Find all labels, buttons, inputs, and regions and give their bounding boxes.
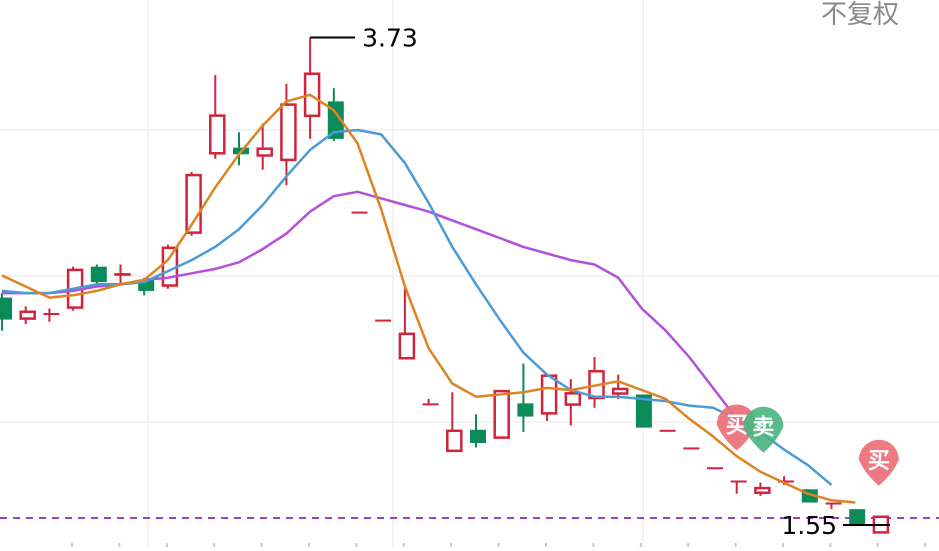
adjust-mode-label[interactable]: 不复权 (821, 0, 899, 31)
candle (210, 75, 224, 159)
buy-marker-icon: 买 (859, 440, 899, 486)
moving-averages (2, 95, 855, 503)
candle-body (707, 467, 723, 469)
signal-badge-label: 卖 (752, 415, 774, 441)
candle-body (375, 320, 391, 322)
candle (566, 379, 580, 425)
candle (755, 483, 769, 496)
candle-body (517, 403, 533, 416)
candle (731, 480, 747, 493)
candle (116, 264, 130, 284)
candle-body (187, 175, 201, 233)
candle-body (613, 389, 627, 394)
candle (400, 289, 414, 360)
candle-body (566, 393, 580, 404)
candle (542, 375, 556, 421)
candle-body (495, 391, 509, 437)
candle (849, 509, 865, 524)
candle-body (0, 298, 12, 320)
candle (21, 306, 35, 324)
min-marker-label: 1.55 (781, 511, 837, 540)
candle (683, 447, 699, 449)
candle-body (21, 312, 35, 319)
candle (91, 264, 107, 284)
candle-body (447, 431, 461, 451)
candle-body (826, 503, 842, 505)
candle (707, 467, 723, 469)
candle (187, 172, 201, 236)
candle-body (91, 267, 107, 282)
candle-body (470, 430, 486, 443)
candle (0, 293, 12, 330)
candle-body (258, 149, 272, 156)
candle-body (423, 403, 439, 405)
candle-body (755, 488, 769, 493)
signal-badge-label: 买 (868, 449, 890, 474)
candle (423, 399, 439, 406)
candle-body (849, 509, 865, 524)
candle-body (281, 105, 295, 160)
candle (43, 309, 59, 322)
candle (375, 320, 391, 322)
candle-body (43, 313, 59, 315)
candle (590, 357, 604, 408)
candle (660, 430, 676, 432)
candle-body (210, 116, 224, 154)
candle-body (542, 376, 556, 414)
candle (352, 212, 368, 214)
max-marker-label: 3.73 (362, 23, 418, 52)
candle-body (352, 212, 368, 214)
candle (495, 390, 509, 438)
candle (826, 503, 842, 510)
trade-signals: 买卖买 (717, 404, 899, 485)
candle-body (731, 480, 747, 482)
ma-fast-line (2, 95, 855, 503)
candle-body (660, 430, 676, 432)
candle (305, 37, 319, 138)
candle (470, 414, 486, 447)
candle (613, 375, 627, 399)
candle-body (400, 334, 414, 358)
candles (0, 37, 888, 533)
candle-body (683, 447, 699, 449)
